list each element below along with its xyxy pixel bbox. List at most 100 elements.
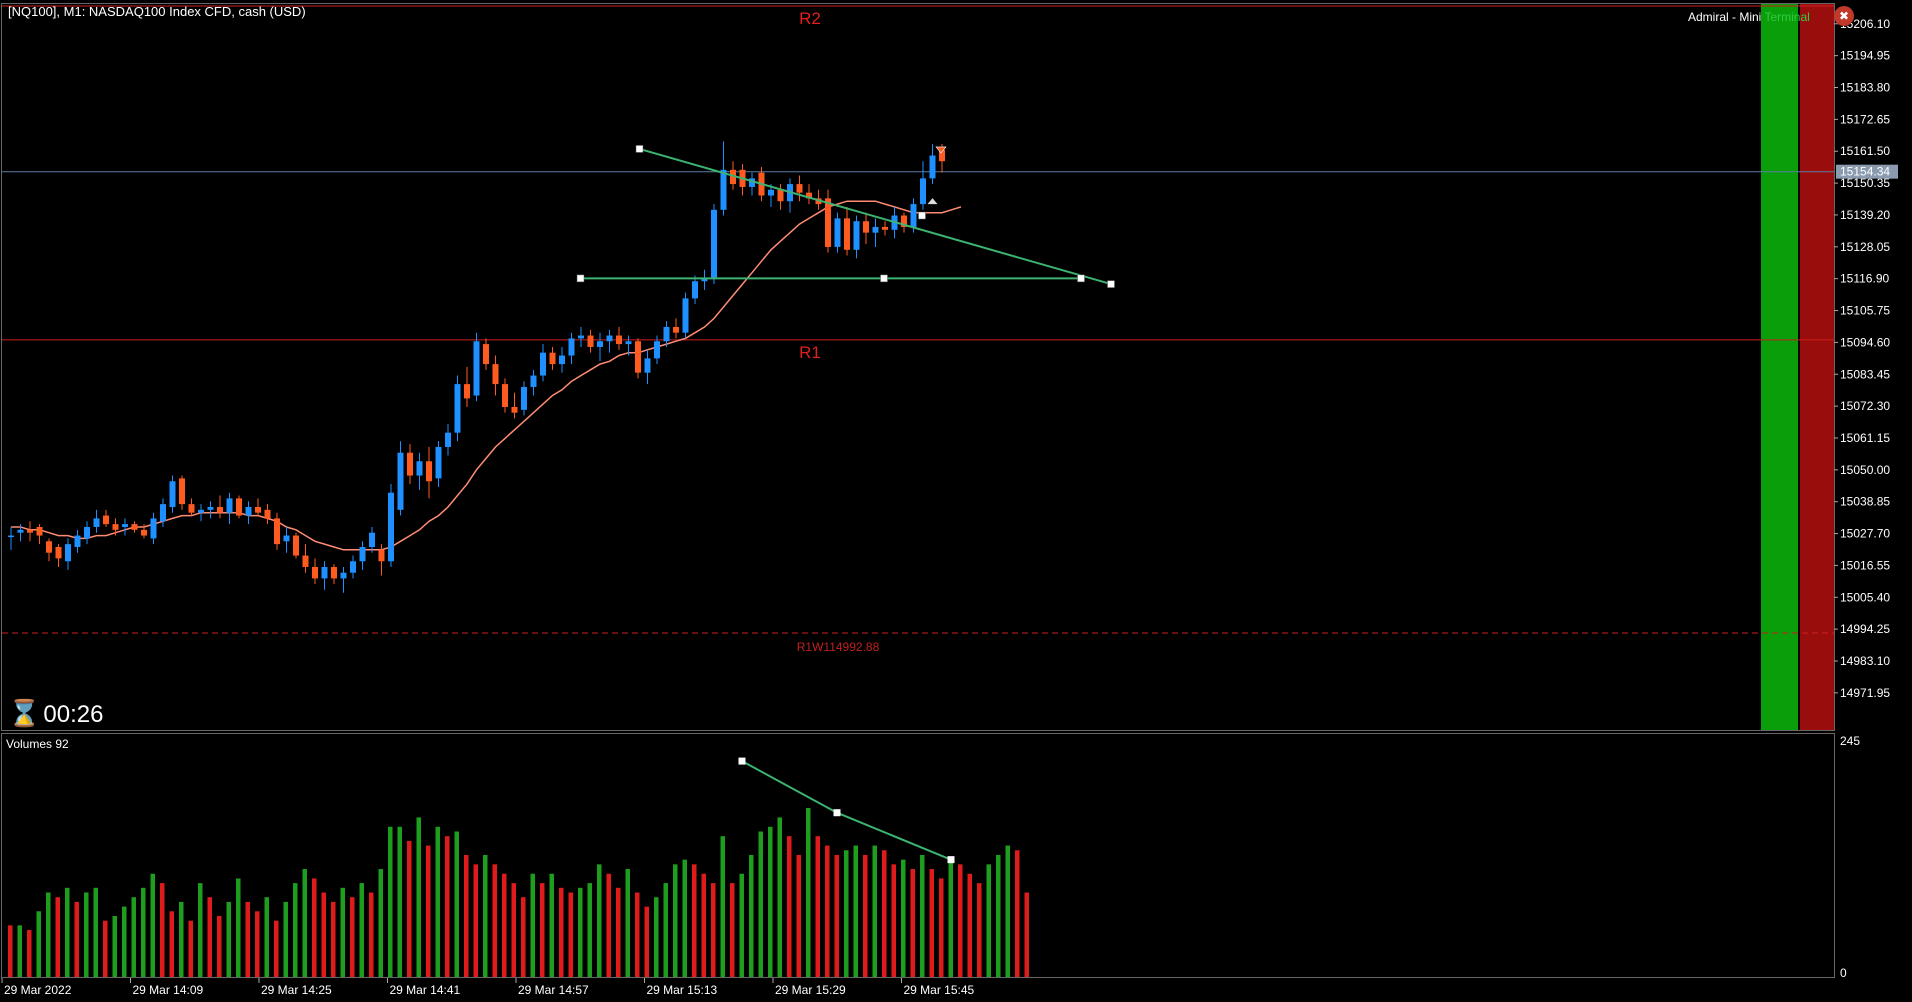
volume-bar xyxy=(540,883,545,977)
candle-body xyxy=(530,375,537,387)
candle-body xyxy=(141,529,147,536)
candle-body xyxy=(682,298,689,333)
volume-bar xyxy=(8,925,13,977)
price-label: 14994.25 xyxy=(1840,622,1890,636)
volume-bar xyxy=(625,869,630,977)
time-label: 29 Mar 15:13 xyxy=(647,983,718,997)
volume-bar xyxy=(321,892,326,977)
volume-bar xyxy=(730,883,735,977)
candle-body xyxy=(473,341,480,396)
volume-bar xyxy=(407,840,412,977)
candle-body xyxy=(321,566,328,579)
volume-bar xyxy=(825,845,830,977)
volume-bar xyxy=(122,906,127,977)
volume-bar xyxy=(169,911,174,977)
candle-body xyxy=(198,509,204,513)
candle-body xyxy=(169,481,176,507)
volume-bar xyxy=(207,897,212,977)
trendline-handle xyxy=(918,211,926,220)
terminal-red-bar[interactable] xyxy=(1800,4,1834,730)
candle-body xyxy=(350,561,356,573)
volume-bar xyxy=(996,854,1001,977)
countdown-value: 00:26 xyxy=(43,701,104,728)
triangle-pattern-layer[interactable] xyxy=(576,145,1115,288)
volume-bar xyxy=(587,883,592,977)
candle-body xyxy=(616,335,622,345)
volume-bar xyxy=(188,920,193,977)
time-axis: 29 Mar 2022 29 Mar 14:09 29 Mar 14:25 29 Ma… xyxy=(1,978,975,997)
price-label: 15139.20 xyxy=(1840,208,1890,222)
time-label: 29 Mar 15:29 xyxy=(775,983,846,997)
candle-body xyxy=(502,384,508,407)
candle-body xyxy=(673,326,679,333)
candle-body xyxy=(236,498,242,516)
candle-body xyxy=(540,352,546,376)
price-panel-border xyxy=(1,3,1835,731)
volume-bar xyxy=(986,864,991,977)
volume-bar xyxy=(863,854,868,977)
price-label: 15027.70 xyxy=(1840,527,1890,541)
price-label: 15083.45 xyxy=(1840,367,1890,381)
volume-bar xyxy=(27,930,32,977)
price-label: 15194.95 xyxy=(1840,49,1890,63)
price-label: 15038.85 xyxy=(1840,495,1890,509)
candle-body xyxy=(568,338,575,356)
volume-bar xyxy=(597,864,602,977)
volume-bar xyxy=(464,854,469,977)
candle-body xyxy=(929,155,936,179)
volume-bar xyxy=(578,887,583,977)
volume-bar xyxy=(179,901,184,977)
volume-bar xyxy=(226,901,231,977)
time-label: 29 Mar 14:09 xyxy=(133,983,204,997)
volume-bar xyxy=(46,892,51,977)
candle-body xyxy=(55,546,62,559)
price-label: 15005.40 xyxy=(1840,590,1890,604)
volume-bar xyxy=(388,826,393,977)
price-label: 15161.50 xyxy=(1840,144,1890,158)
candle-body xyxy=(663,326,670,342)
volume-bar xyxy=(492,864,497,977)
volume-bar xyxy=(720,836,725,977)
candle-body xyxy=(483,344,489,365)
mini-terminal-label[interactable]: Admiral - Mini Terminal xyxy=(1688,10,1810,24)
candle-body xyxy=(302,555,309,567)
volume-bar xyxy=(65,887,70,977)
volume-bar xyxy=(131,897,136,977)
volume-bar xyxy=(530,873,535,977)
buy-arrow-icon xyxy=(927,198,938,205)
volume-bar xyxy=(635,892,640,977)
volume-bar xyxy=(198,883,203,977)
candle-body xyxy=(312,566,318,579)
close-icon[interactable]: ✖ xyxy=(1834,6,1854,26)
volume-bar xyxy=(141,887,146,977)
volume-bar xyxy=(36,911,41,977)
volume-bar xyxy=(777,817,782,977)
candle-body xyxy=(207,506,214,510)
candle-body xyxy=(559,355,565,365)
candle-body xyxy=(464,384,470,399)
volume-bar xyxy=(245,901,250,977)
volume-bar xyxy=(483,854,488,977)
volume-bar xyxy=(948,859,953,977)
volume-bar xyxy=(682,859,687,977)
volume-bar xyxy=(283,901,288,977)
terminal-green-bar[interactable] xyxy=(1761,4,1798,730)
volume-trendline-handle xyxy=(947,856,955,864)
candle-body xyxy=(825,198,831,247)
terminal-label: Terminal xyxy=(1764,10,1810,24)
candle-body xyxy=(644,358,651,373)
candle-body xyxy=(863,221,869,233)
candle-body xyxy=(397,452,404,510)
candle-body xyxy=(293,535,299,556)
volume-bar xyxy=(663,883,668,977)
candle-body xyxy=(777,189,784,202)
price-label: 15183.80 xyxy=(1840,81,1890,95)
volume-bar xyxy=(958,864,963,977)
moving-average-layer xyxy=(11,200,962,551)
candle-body xyxy=(179,478,185,505)
candle-body xyxy=(27,529,33,533)
candle-body xyxy=(188,504,195,513)
price-label: 15016.55 xyxy=(1840,558,1890,572)
volume-bar xyxy=(293,883,298,977)
